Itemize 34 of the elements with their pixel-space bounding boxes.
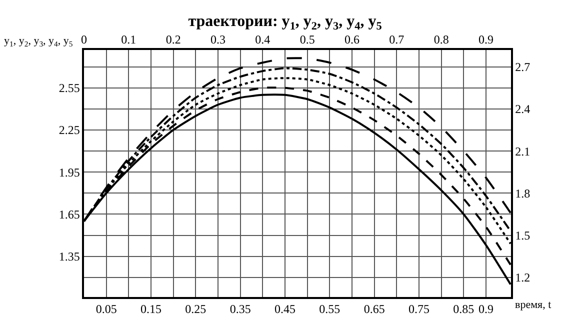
y-tick-label: 1.35 xyxy=(58,250,80,264)
text: y$_{1}$, y$_{2}$, y$_{3}$, y$_{4}$, y$_{5}$ xyxy=(4,35,73,48)
x2-tick-label: 0.3 xyxy=(210,32,226,46)
y2-tick-label: 1.5 xyxy=(515,228,530,242)
x-axis-title: время, t xyxy=(515,299,552,311)
x2-tick-label: 0.6 xyxy=(344,32,360,46)
x2-tick-label: 0.2 xyxy=(166,32,181,46)
x-tick-label: 0.55 xyxy=(319,302,340,316)
x2-tick-label: 0.5 xyxy=(300,32,315,46)
y2-tick-label: 1.2 xyxy=(515,270,530,285)
x-tick-label: 0.15 xyxy=(140,302,162,316)
y2-tick-label: 2.1 xyxy=(515,144,530,158)
x-tick-label: 0.75 xyxy=(408,302,430,316)
x-tick-label: 0.05 xyxy=(96,302,117,316)
y-tick-label: 1.65 xyxy=(58,207,80,222)
x2-tick-label: 0.9 xyxy=(478,32,494,46)
chart-title: траектории: y$_{1}$, y$_{2}$, y$_{3}$, y$_{4}$, y$_{5}$ xyxy=(188,12,382,32)
x-tick-label: 0.45 xyxy=(274,302,296,316)
x2-tick-label: 0.7 xyxy=(389,32,404,46)
x2-tick-label: 0 xyxy=(81,32,87,46)
y2-tick-label: 2.7 xyxy=(515,60,530,74)
x2-tick-label: 0.4 xyxy=(255,32,270,46)
x-tick-label: 0.35 xyxy=(230,302,251,316)
x-tick-label: 0.9 xyxy=(478,302,494,316)
y2-tick-label: 1.8 xyxy=(515,186,530,200)
y-tick-label: 1.95 xyxy=(58,165,80,180)
x2-tick-label: 0.8 xyxy=(434,32,449,46)
y-tick-label: 2.55 xyxy=(58,81,80,96)
y-tick-label: 2.25 xyxy=(58,123,80,138)
x-tick-label: 0.65 xyxy=(364,302,385,316)
x2-tick-label: 0.1 xyxy=(121,32,136,46)
x-tick-label: 0.85 xyxy=(453,302,474,316)
x-tick-label: 0.25 xyxy=(185,302,206,316)
y2-tick-label: 2.4 xyxy=(515,102,530,116)
